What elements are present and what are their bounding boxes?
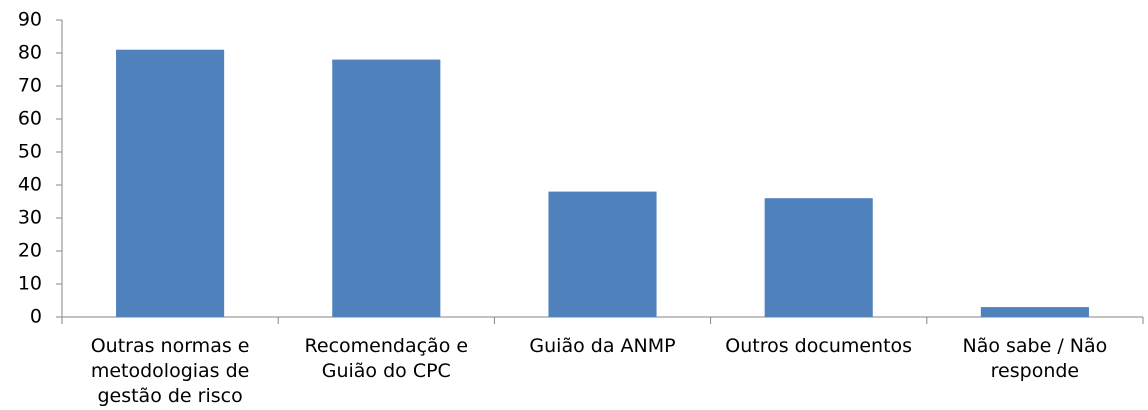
y-tick-label: 40 xyxy=(18,174,42,196)
x-tick-label: Outras normas e metodologias de gestão d… xyxy=(90,335,250,407)
y-tick-label: 0 xyxy=(30,306,42,328)
bar xyxy=(980,307,1089,317)
y-tick-label: 80 xyxy=(18,42,42,64)
y-tick-label: 50 xyxy=(18,141,42,163)
bar xyxy=(332,59,441,317)
y-tick-label: 10 xyxy=(18,273,42,295)
y-tick-label: 70 xyxy=(18,75,42,97)
x-tick-label: Recomendação e Guião do CPC xyxy=(304,335,469,382)
bar xyxy=(764,198,873,317)
bar xyxy=(116,49,225,317)
x-tick-label: Não sabe / Não responde xyxy=(962,335,1108,382)
x-tick-label: Outros documentos xyxy=(725,335,913,357)
y-tick-label: 60 xyxy=(18,108,42,130)
y-tick-label: 30 xyxy=(18,207,42,229)
x-tick-label: Guião da ANMP xyxy=(529,335,676,357)
bar xyxy=(548,191,657,317)
y-tick-label: 20 xyxy=(18,240,42,262)
y-tick-label: 90 xyxy=(18,9,42,31)
